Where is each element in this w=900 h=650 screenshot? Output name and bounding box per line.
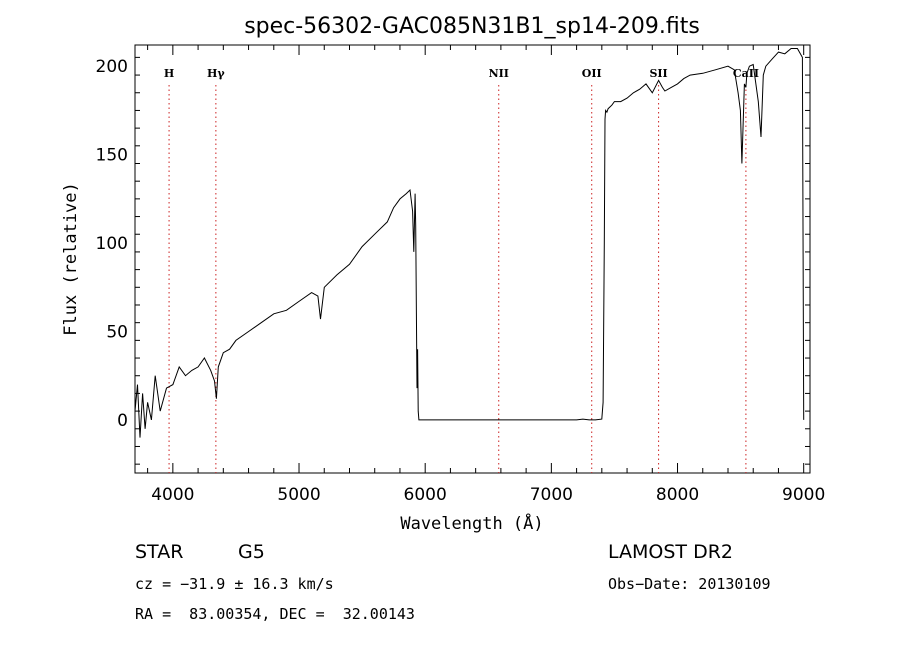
line-label-caii: CaII xyxy=(733,67,759,80)
chart-title: spec-56302-GAC085N31B1_sp14-209.fits xyxy=(244,14,700,39)
spectrum-chart: spec-56302-GAC085N31B1_sp14-209.fits H Hγ… xyxy=(61,14,826,534)
info-cz: cz = −31.9 ± 16.3 km/s xyxy=(135,575,334,593)
x-tick-label: 7000 xyxy=(530,485,573,505)
x-tick-label: 8000 xyxy=(656,485,699,505)
y-tick-label: 100 xyxy=(96,234,128,254)
x-tick-label: 6000 xyxy=(404,485,447,505)
line-label-nii: NII xyxy=(489,67,509,80)
info-subclass: G5 xyxy=(238,541,265,563)
line-label-hγ: Hγ xyxy=(207,67,225,80)
y-tick-label: 50 xyxy=(106,323,128,343)
line-label-sii: SII xyxy=(649,67,667,80)
emission-line-markers: H Hγ NII OII SII CaII xyxy=(164,67,759,473)
line-label-h: H xyxy=(164,67,174,80)
info-radec: RA = 83.00354, DEC = 32.00143 xyxy=(135,605,415,623)
info-class: STAR xyxy=(135,541,184,563)
y-axis-label: Flux (relative) xyxy=(61,182,81,336)
tick-labels: 4000 5000 6000 7000 8000 9000 0 50 100 150 200 xyxy=(96,57,826,505)
y-tick-label: 0 xyxy=(117,411,128,431)
x-tick-label: 5000 xyxy=(277,485,320,505)
x-tick-label: 9000 xyxy=(782,485,825,505)
y-tick-label: 200 xyxy=(96,57,128,77)
info-obs-date: Obs−Date: 20130109 xyxy=(608,575,771,593)
plot-frame xyxy=(134,44,811,474)
axis-ticks xyxy=(135,45,810,473)
x-axis-label: Wavelength (Å) xyxy=(400,512,543,534)
info-survey: LAMOST DR2 xyxy=(608,541,733,563)
y-tick-label: 150 xyxy=(96,146,128,166)
spectrum-series-line xyxy=(134,48,805,438)
line-label-oii: OII xyxy=(582,67,602,80)
x-tick-label: 4000 xyxy=(151,485,194,505)
